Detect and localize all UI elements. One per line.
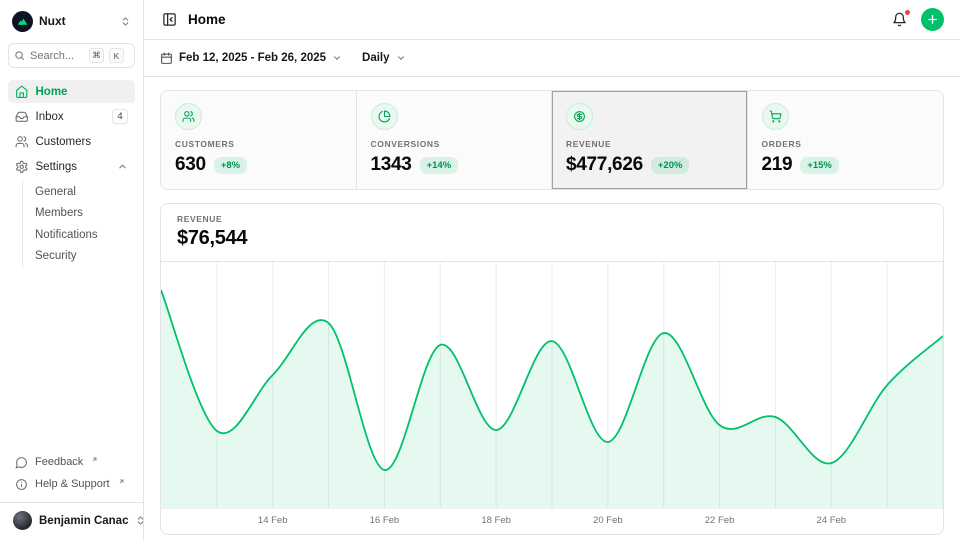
chart-current-value: $76,544 [177, 227, 248, 249]
chevrons-up-down-icon [120, 16, 131, 27]
sidebar-item-customers[interactable]: Customers [8, 130, 135, 153]
sidebar-item-label: Inbox [35, 110, 64, 123]
settings-subnav: General Members Notifications Security [22, 181, 135, 267]
stats-row: CUSTOMERS 630 +8% CONVERSIONS 1343 +14% [160, 90, 944, 190]
chart-header: REVENUE $76,544 [161, 204, 943, 262]
sidebar-nav: Home Inbox 4 Customers Settings [8, 80, 135, 268]
team-switcher[interactable]: Nuxt [8, 9, 135, 33]
x-tick-label: 18 Feb [481, 515, 511, 526]
x-tick-label: 14 Feb [257, 515, 288, 526]
stat-delta-badge: +20% [650, 156, 690, 174]
granularity-select[interactable]: Daily [362, 52, 406, 64]
kbd-k: K [109, 48, 124, 63]
kbd-meta: ⌘ [89, 48, 104, 63]
x-tick-label: 20 Feb [593, 515, 623, 526]
chart-title: REVENUE [177, 214, 223, 224]
external-link-icon [91, 456, 98, 463]
nuxt-logo-icon [12, 10, 33, 32]
search-icon [14, 50, 25, 61]
sidebar-divider [0, 502, 143, 503]
pie-chart-icon [370, 103, 398, 130]
stat-value: $477,626 [566, 154, 643, 175]
x-tick-label: 22 Feb [704, 515, 735, 526]
revenue-chart-card: REVENUE $76,544 14 Feb 16 Feb 18 Feb 20 Feb… [160, 203, 944, 535]
user-menu[interactable]: Benjamin Canac [8, 503, 144, 532]
sidebar-subitem-security[interactable]: Security [35, 250, 77, 263]
notification-dot [904, 9, 911, 16]
granularity-value: Daily [362, 52, 390, 64]
home-icon [15, 85, 29, 99]
stat-label: CONVERSIONS [370, 139, 440, 149]
stat-delta-badge: +14% [419, 156, 459, 174]
sidebar-spacer [8, 268, 135, 451]
chevron-up-icon [117, 161, 128, 172]
calendar-icon [160, 52, 173, 65]
sidebar-item-feedback[interactable]: Feedback [8, 451, 135, 473]
stat-value: 630 [175, 154, 206, 175]
chart-plot [161, 262, 943, 508]
sidebar-item-label: Help & Support [35, 478, 110, 490]
stat-label: ORDERS [761, 139, 802, 149]
stat-delta-badge: +15% [800, 156, 839, 174]
header-actions [890, 8, 944, 31]
collapse-sidebar-button[interactable] [160, 10, 179, 29]
shopping-cart-icon [761, 103, 789, 130]
sidebar-item-label: Feedback [35, 456, 84, 468]
page-header: Home [144, 0, 960, 40]
x-tick-label: 16 Feb [369, 515, 400, 526]
sidebar-item-label: Settings [35, 160, 78, 173]
stat-card-revenue[interactable]: REVENUE $477,626 +20% [552, 91, 748, 189]
dollar-circle-icon [566, 103, 593, 130]
sidebar-item-help-support[interactable]: Help & Support [8, 473, 135, 495]
date-range-picker[interactable]: Feb 12, 2025 - Feb 26, 2025 [160, 52, 342, 65]
date-range-value: Feb 12, 2025 - Feb 26, 2025 [179, 52, 327, 64]
inbox-icon [15, 110, 29, 124]
sidebar-item-home[interactable]: Home [8, 80, 135, 103]
user-name: Benjamin Canac [39, 514, 129, 527]
chat-bubble-icon [15, 456, 28, 469]
users-icon [15, 135, 29, 149]
stat-label: CUSTOMERS [175, 139, 235, 149]
search-input[interactable]: ⌘ K [8, 43, 135, 68]
notifications-button[interactable] [890, 9, 911, 29]
stat-delta-badge: +8% [213, 156, 248, 174]
stat-value: 1343 [370, 154, 412, 175]
chevron-down-icon [396, 53, 406, 63]
panel-left-close-icon [162, 12, 177, 27]
sidebar-subitem-general[interactable]: General [35, 185, 76, 198]
team-name: Nuxt [39, 14, 66, 28]
sidebar: Nuxt ⌘ K Home Inb [0, 0, 144, 540]
sidebar-subitem-notifications[interactable]: Notifications [35, 228, 98, 241]
stat-card-customers[interactable]: CUSTOMERS 630 +8% [161, 91, 357, 189]
chart-x-axis: 14 Feb 16 Feb 18 Feb 20 Feb 22 Feb 24 Feb [161, 508, 943, 534]
stat-card-orders[interactable]: ORDERS 219 +15% [748, 91, 944, 189]
external-link-icon [118, 478, 125, 485]
sidebar-item-inbox[interactable]: Inbox 4 [8, 105, 135, 128]
x-tick-label: 24 Feb [816, 515, 847, 526]
main-area: Home Feb 12, 2 [144, 0, 960, 540]
bell-icon [892, 12, 907, 27]
stat-card-conversions[interactable]: CONVERSIONS 1343 +14% [357, 91, 552, 189]
add-button[interactable] [921, 8, 944, 31]
chevron-down-icon [332, 53, 342, 63]
filters-toolbar: Feb 12, 2025 - Feb 26, 2025 Daily [144, 40, 960, 77]
revenue-area-chart[interactable] [161, 262, 943, 508]
inbox-count-badge: 4 [112, 109, 128, 124]
sidebar-item-label: Customers [35, 135, 92, 148]
sidebar-item-label: Home [35, 85, 68, 98]
chevrons-up-down-icon [135, 515, 146, 526]
stat-label: REVENUE [566, 139, 612, 149]
avatar [13, 511, 32, 530]
stat-value: 219 [761, 154, 793, 175]
sidebar-subitem-members[interactable]: Members [35, 207, 83, 220]
search-field[interactable] [30, 49, 84, 62]
sidebar-item-settings[interactable]: Settings [8, 155, 135, 178]
page-title: Home [188, 12, 226, 27]
dashboard-content: CUSTOMERS 630 +8% CONVERSIONS 1343 +14% [144, 77, 960, 540]
info-circle-icon [15, 478, 28, 491]
gear-icon [15, 160, 29, 174]
plus-icon [926, 13, 939, 26]
users-icon [175, 103, 202, 130]
